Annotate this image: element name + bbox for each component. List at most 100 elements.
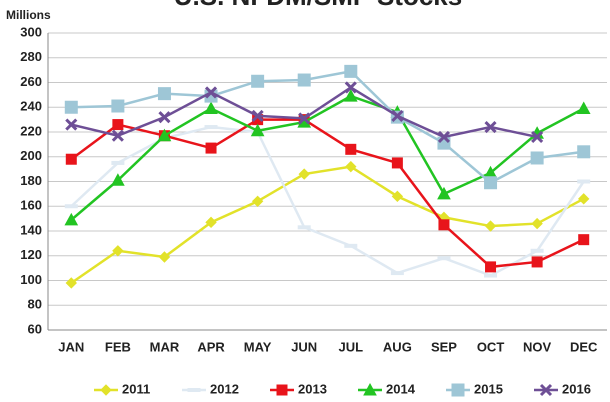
legend-label: 2013 bbox=[298, 381, 327, 396]
marker bbox=[65, 277, 77, 289]
y-tick-label: 180 bbox=[20, 173, 42, 188]
marker bbox=[187, 388, 201, 392]
marker bbox=[531, 130, 544, 144]
marker bbox=[577, 179, 591, 184]
marker bbox=[111, 99, 125, 113]
series-line bbox=[70, 125, 585, 277]
marker bbox=[251, 74, 265, 88]
marker bbox=[205, 216, 217, 229]
y-tick-label: 120 bbox=[20, 247, 42, 262]
y-tick-label: 300 bbox=[20, 24, 42, 39]
marker bbox=[100, 384, 112, 396]
y-tick-label: 280 bbox=[20, 49, 42, 64]
legend-label: 2014 bbox=[386, 381, 416, 396]
y-tick-label: 200 bbox=[20, 148, 42, 163]
x-tick-label: JUN bbox=[291, 339, 317, 354]
marker bbox=[484, 120, 497, 134]
marker bbox=[112, 119, 124, 131]
marker bbox=[578, 234, 590, 246]
x-tick-label: JUL bbox=[339, 339, 364, 354]
series-line bbox=[71, 70, 584, 185]
x-tick-label: MAR bbox=[150, 339, 180, 354]
marker bbox=[576, 101, 591, 114]
marker bbox=[204, 125, 218, 130]
marker bbox=[276, 384, 288, 396]
marker bbox=[250, 123, 265, 137]
x-tick-label: OCT bbox=[477, 339, 505, 354]
marker bbox=[298, 112, 311, 125]
marker bbox=[484, 273, 498, 278]
marker bbox=[111, 173, 125, 186]
marker bbox=[204, 86, 218, 99]
y-tick-label: 160 bbox=[20, 198, 42, 213]
marker bbox=[64, 212, 79, 226]
marker bbox=[158, 111, 171, 124]
marker bbox=[64, 204, 78, 209]
marker bbox=[251, 109, 264, 122]
marker bbox=[578, 193, 590, 205]
marker bbox=[391, 109, 404, 122]
marker bbox=[111, 160, 125, 165]
legend-label: 2016 bbox=[562, 381, 591, 396]
marker bbox=[539, 383, 553, 397]
marker bbox=[157, 128, 172, 142]
marker bbox=[451, 383, 465, 397]
series-line bbox=[70, 165, 585, 285]
marker bbox=[484, 220, 497, 232]
x-tick-label: APR bbox=[197, 339, 225, 354]
marker bbox=[345, 160, 357, 173]
legend-label: 2011 bbox=[122, 381, 150, 396]
marker bbox=[437, 256, 451, 261]
marker bbox=[204, 101, 218, 114]
marker bbox=[437, 130, 451, 144]
marker bbox=[298, 168, 310, 180]
y-tick-label: 240 bbox=[20, 99, 42, 114]
legend-label: 2015 bbox=[474, 381, 503, 396]
y-tick-label: 260 bbox=[20, 74, 42, 89]
marker bbox=[112, 245, 124, 257]
marker bbox=[111, 129, 124, 142]
marker bbox=[344, 243, 358, 248]
y-axis-label: Millions bbox=[6, 8, 51, 22]
x-tick-label: FEB bbox=[105, 339, 131, 354]
x-tick-label: MAY bbox=[244, 339, 272, 354]
series-line bbox=[70, 94, 585, 221]
marker bbox=[251, 195, 264, 208]
marker bbox=[64, 100, 78, 114]
y-tick-label: 220 bbox=[20, 123, 42, 138]
marker bbox=[438, 219, 450, 231]
marker bbox=[485, 261, 497, 273]
marker bbox=[437, 186, 451, 200]
marker bbox=[484, 176, 498, 190]
marker bbox=[65, 153, 77, 165]
x-tick-label: NOV bbox=[523, 339, 552, 354]
marker bbox=[344, 64, 358, 78]
x-tick-label: AUG bbox=[383, 339, 412, 354]
marker bbox=[577, 145, 591, 159]
y-tick-label: 140 bbox=[20, 222, 42, 237]
marker bbox=[345, 143, 357, 155]
x-tick-label: DEC bbox=[570, 339, 598, 354]
marker bbox=[65, 118, 78, 131]
marker bbox=[205, 142, 217, 154]
marker bbox=[363, 382, 377, 396]
marker bbox=[344, 81, 357, 94]
marker bbox=[531, 256, 543, 268]
marker bbox=[343, 89, 358, 102]
x-tick-label: SEP bbox=[431, 339, 457, 354]
marker bbox=[531, 217, 543, 230]
x-tick-label: JAN bbox=[58, 339, 84, 354]
y-tick-label: 100 bbox=[20, 272, 42, 287]
marker bbox=[297, 73, 311, 87]
legend-label: 2012 bbox=[210, 381, 239, 396]
chart-title: U.S. NFDM/SMP Stocks bbox=[174, 0, 462, 11]
marker bbox=[391, 190, 404, 203]
marker bbox=[391, 157, 403, 169]
y-tick-label: 80 bbox=[28, 297, 42, 312]
marker bbox=[390, 271, 404, 276]
marker bbox=[297, 225, 311, 230]
marker bbox=[158, 251, 171, 263]
y-tick-label: 60 bbox=[28, 321, 42, 336]
series-line bbox=[70, 118, 585, 269]
